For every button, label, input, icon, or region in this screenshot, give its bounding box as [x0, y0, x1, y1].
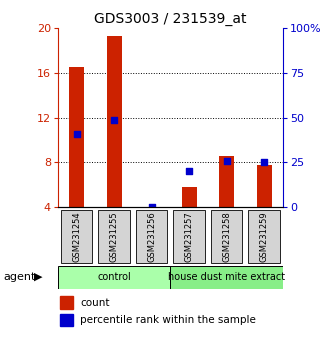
FancyBboxPatch shape: [170, 266, 283, 289]
Point: [74, 132, 79, 137]
Bar: [60, 296, 72, 309]
Text: GSM231257: GSM231257: [185, 211, 194, 262]
Bar: [257, 165, 272, 207]
Bar: [182, 187, 197, 207]
Text: control: control: [97, 272, 131, 282]
Point: [261, 160, 267, 165]
Text: GSM231256: GSM231256: [147, 211, 156, 262]
FancyBboxPatch shape: [98, 210, 130, 263]
Bar: [69, 67, 84, 207]
Bar: [219, 156, 234, 207]
Point: [187, 169, 192, 174]
FancyBboxPatch shape: [173, 210, 205, 263]
FancyBboxPatch shape: [211, 210, 243, 263]
Text: GSM231259: GSM231259: [260, 211, 269, 262]
Text: percentile rank within the sample: percentile rank within the sample: [80, 315, 256, 325]
Text: agent: agent: [3, 272, 36, 282]
Text: house dust mite extract: house dust mite extract: [168, 272, 285, 282]
Bar: [107, 36, 122, 207]
Point: [112, 117, 117, 123]
FancyBboxPatch shape: [136, 210, 167, 263]
Text: count: count: [80, 298, 110, 308]
Text: GSM231258: GSM231258: [222, 211, 231, 262]
Text: ▶: ▶: [34, 272, 42, 282]
Text: GSM231254: GSM231254: [72, 211, 81, 262]
Point: [224, 159, 229, 164]
Title: GDS3003 / 231539_at: GDS3003 / 231539_at: [94, 12, 247, 26]
Bar: [60, 314, 72, 326]
FancyBboxPatch shape: [61, 210, 92, 263]
FancyBboxPatch shape: [58, 266, 170, 289]
FancyBboxPatch shape: [249, 210, 280, 263]
Point: [149, 204, 154, 210]
Text: GSM231255: GSM231255: [110, 211, 119, 262]
